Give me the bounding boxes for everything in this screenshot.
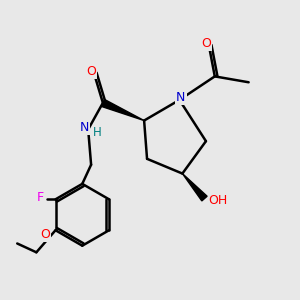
- Text: N: N: [80, 122, 89, 134]
- Polygon shape: [182, 174, 207, 201]
- Text: F: F: [37, 191, 44, 204]
- Text: O: O: [40, 228, 50, 241]
- Text: H: H: [93, 126, 102, 140]
- Text: O: O: [86, 65, 96, 79]
- Text: O: O: [201, 37, 211, 50]
- Text: N: N: [176, 92, 186, 104]
- Polygon shape: [101, 99, 144, 121]
- Text: OH: OH: [209, 194, 228, 207]
